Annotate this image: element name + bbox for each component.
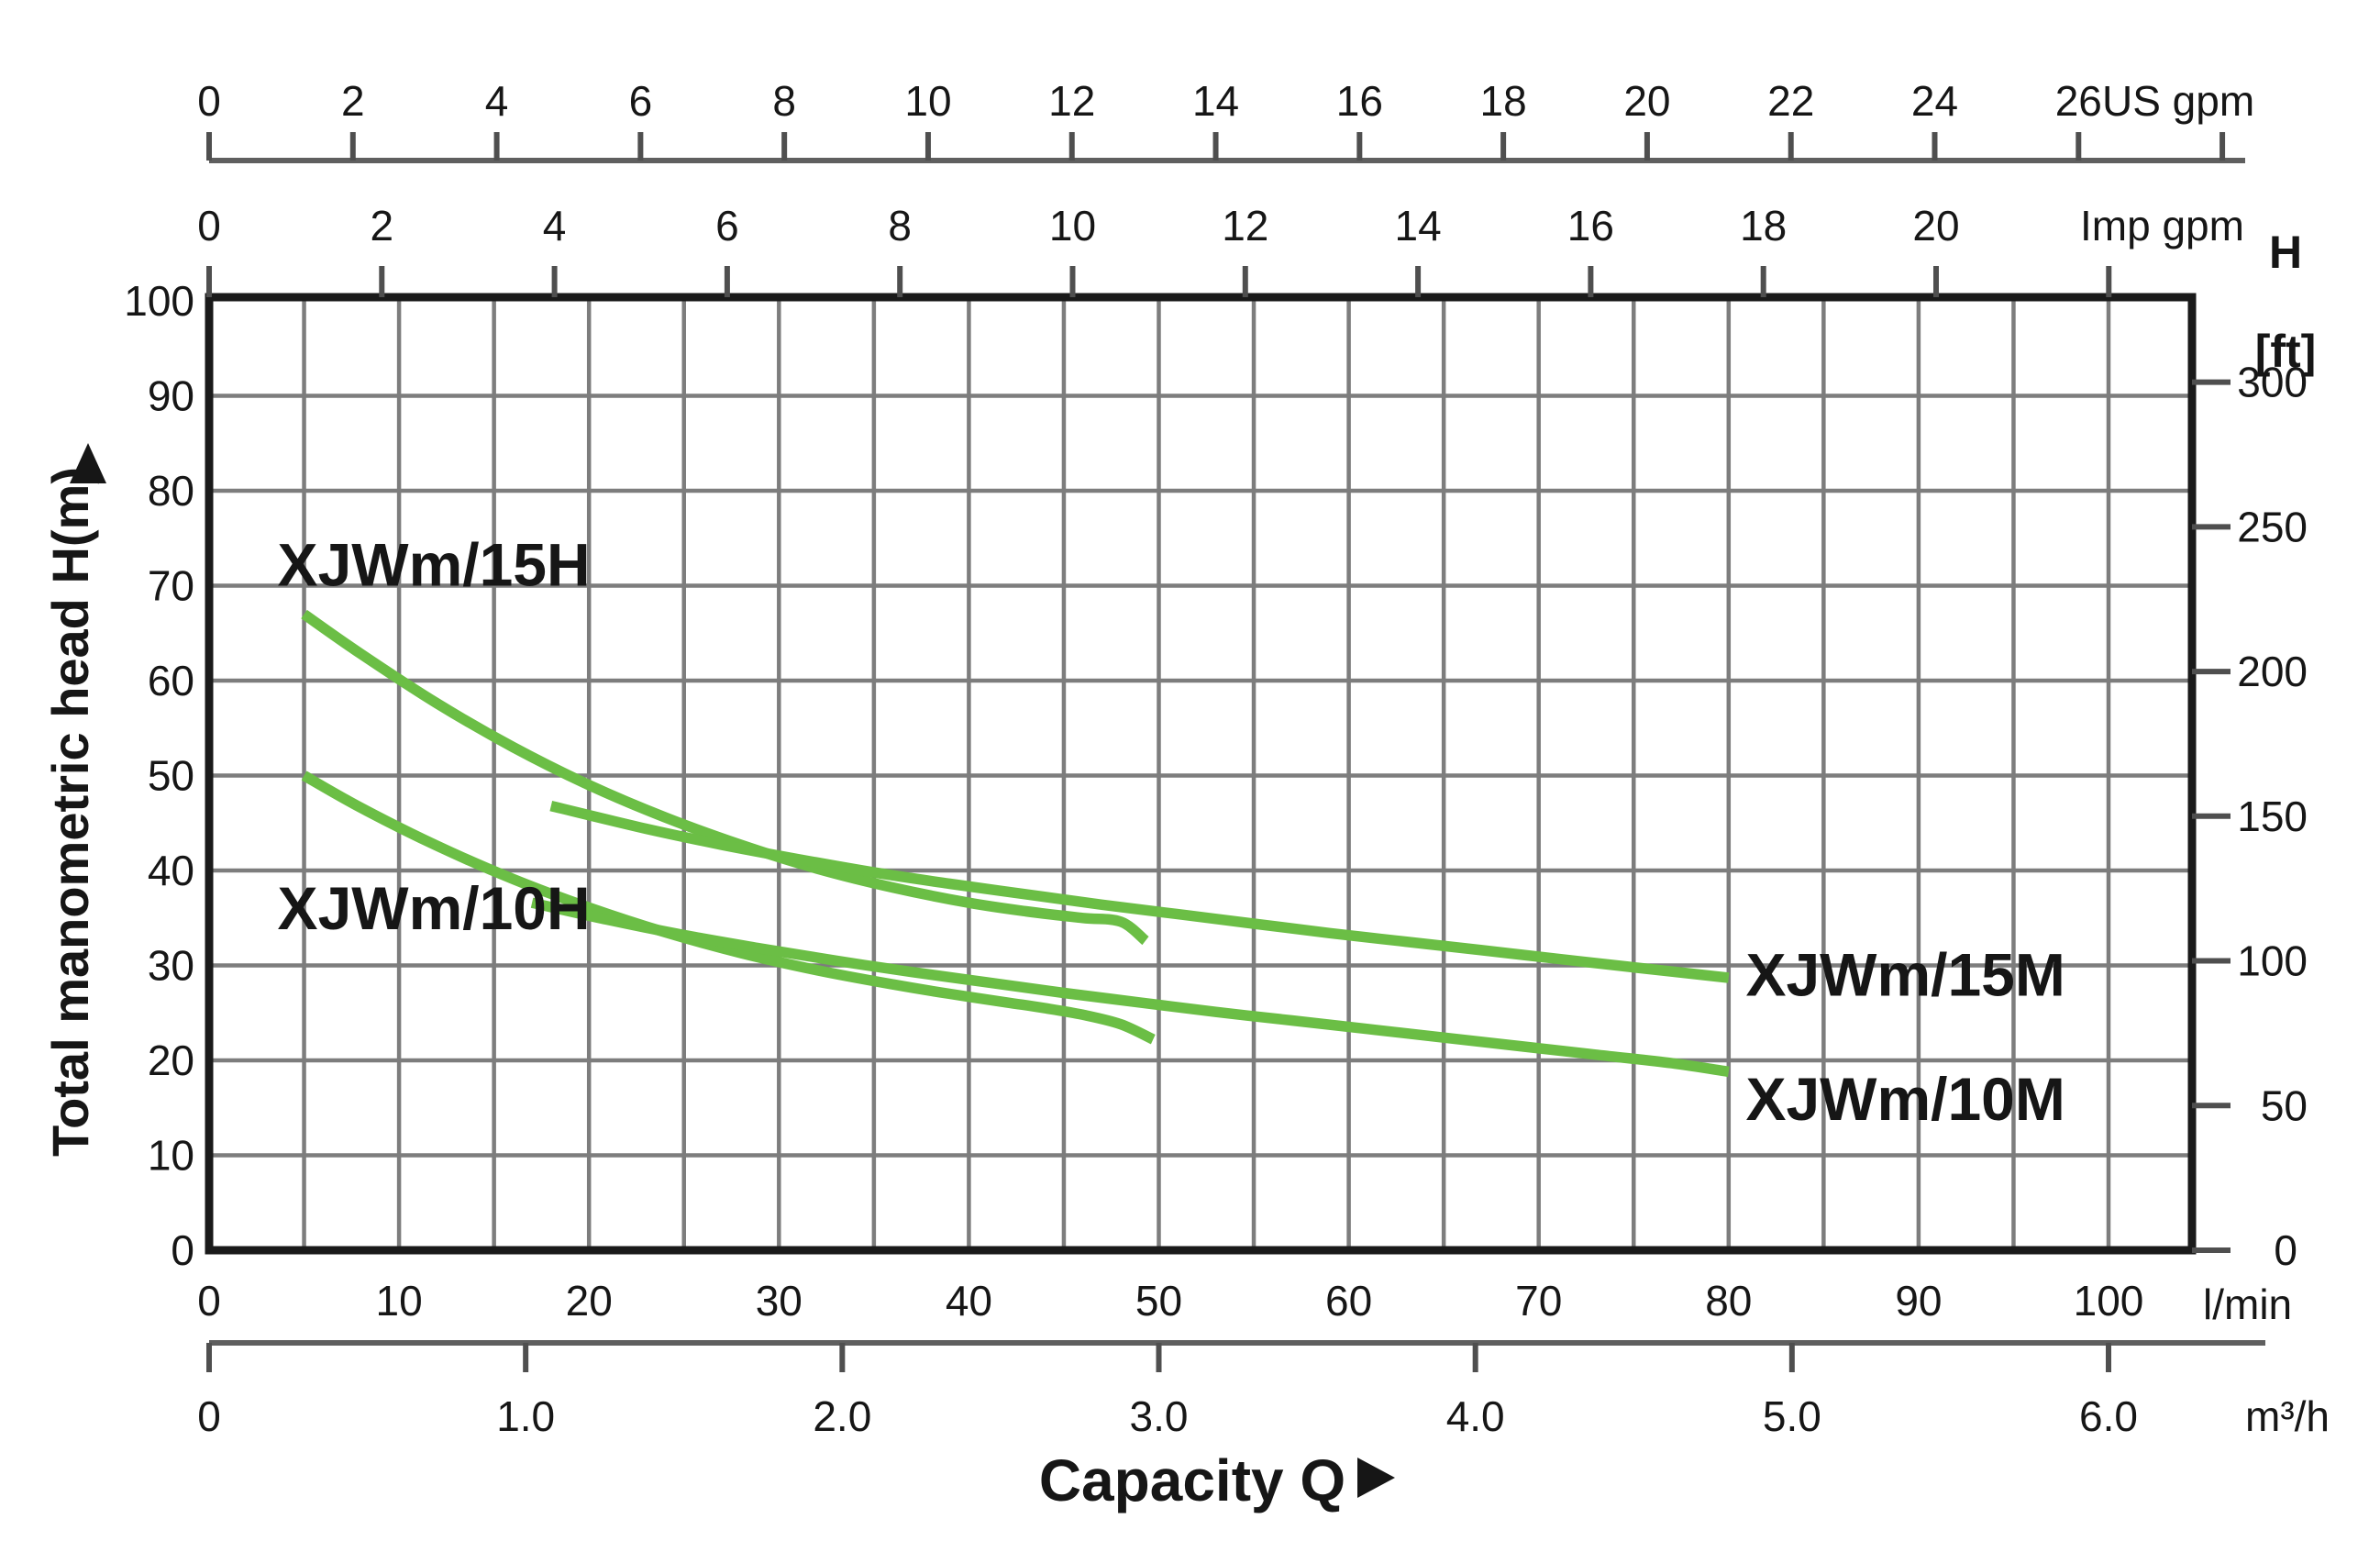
- curve-xjwm-15m: [549, 801, 1730, 983]
- head-ft-tick-label: 100: [2237, 937, 2308, 985]
- us-gpm-tick-label: 22: [1767, 77, 1814, 125]
- imp-gpm-tick-label: 8: [888, 202, 912, 249]
- head-ft-tick-label: 50: [2261, 1081, 2308, 1129]
- us-gpm-tick-label: 6: [629, 77, 653, 125]
- y-axis-title-text: Total manometric head H(m): [41, 467, 99, 1157]
- up-arrow-icon: [70, 443, 106, 483]
- lmin-tick-label: 0: [197, 1277, 221, 1325]
- y-axis-title: Total manometric head H(m): [41, 443, 106, 1157]
- head-m-tick-label: 10: [148, 1132, 194, 1180]
- curve-xjwm-10m: [530, 897, 1730, 1078]
- x-axis-title-text: Capacity Q: [1039, 1447, 1345, 1513]
- head-ft-tick-label: 250: [2237, 503, 2308, 550]
- imp-gpm-tick-label: 16: [1567, 202, 1614, 249]
- lmin-tick-label: 40: [946, 1277, 992, 1325]
- head-m-axis: 0 10 20 30 40 50 60 70 80 90 100: [124, 277, 194, 1274]
- m3h-tick-label: 3.0: [1130, 1392, 1189, 1440]
- head-m-tick-label: 20: [148, 1037, 194, 1084]
- lmin-axis: 0 10 20 30 40 50 60 70 80 90 100 l/min: [197, 1277, 2292, 1328]
- right-arrow-icon: [1357, 1458, 1395, 1498]
- imp-gpm-tick-label: 20: [1912, 202, 1959, 249]
- imp-gpm-axis: 0 2 4 6 8 10 12 14 16 18 20 Imp gpm: [197, 202, 2244, 297]
- curve-label: XJWm/15M: [1745, 941, 2065, 1009]
- head-ft-tick-label: 200: [2237, 648, 2308, 695]
- lmin-tick-label: 80: [1705, 1277, 1752, 1325]
- curve-label: XJWm/10H: [278, 874, 591, 942]
- imp-gpm-tick-label: 10: [1049, 202, 1096, 249]
- m3h-tick-label: 6.0: [2079, 1392, 2138, 1440]
- imp-gpm-tick-label: 2: [371, 202, 394, 249]
- head-ft-title: H: [2269, 227, 2302, 278]
- us-gpm-tick-label: 24: [1911, 77, 1958, 125]
- imp-gpm-tick-label: 14: [1395, 202, 1442, 249]
- head-ft-tick-label: 300: [2237, 359, 2308, 406]
- head-m-tick-label: 0: [171, 1226, 194, 1274]
- m3h-tick-label: 4.0: [1446, 1392, 1505, 1440]
- imp-gpm-tick-label: 4: [543, 202, 567, 249]
- head-m-tick-label: 50: [148, 752, 194, 800]
- head-ft-axis: 50 100 150 200 250 300 0 H [ft]: [2192, 227, 2316, 1274]
- head-m-tick-label: 80: [148, 467, 194, 515]
- m3h-axis: 0 1.0 2.0 3.0 4.0 5.0 6.0 m³/h: [197, 1340, 2330, 1440]
- curve-labels: XJWm/15H XJWm/10H XJWm/15M XJWm/10M: [278, 531, 2065, 1134]
- head-ft-tick-label: 150: [2237, 793, 2308, 840]
- imp-gpm-tick-label: 0: [197, 202, 221, 249]
- grid: [209, 297, 2192, 1250]
- m3h-tick-label: 5.0: [1763, 1392, 1821, 1440]
- head-m-tick-label: 90: [148, 372, 194, 420]
- head-m-tick-label: 70: [148, 562, 194, 610]
- head-m-tick-label: 30: [148, 942, 194, 990]
- us-gpm-tick-label: 4: [485, 77, 509, 125]
- lmin-tick-label: 100: [2074, 1277, 2144, 1325]
- imp-gpm-tick-label: 18: [1740, 202, 1787, 249]
- head-m-tick-label: 40: [148, 847, 194, 894]
- us-gpm-tick-label: 14: [1192, 77, 1239, 125]
- m3h-tick-label: 0: [197, 1392, 221, 1440]
- lmin-tick-label: 50: [1135, 1277, 1182, 1325]
- lmin-tick-label: 90: [1895, 1277, 1942, 1325]
- curve-xjwm-10h: [301, 770, 1156, 1045]
- us-gpm-tick-label: 12: [1048, 77, 1095, 125]
- us-gpm-tick-label: 2: [341, 77, 365, 125]
- head-m-tick-label: 60: [148, 657, 194, 704]
- lmin-tick-label: 30: [756, 1277, 803, 1325]
- head-m-tick-label: 100: [124, 277, 194, 325]
- us-gpm-tick-label: 16: [1336, 77, 1383, 125]
- pump-curves: [301, 609, 1730, 1078]
- us-gpm-tick-label: 8: [772, 77, 796, 125]
- m3h-unit-label: m³/h: [2245, 1392, 2330, 1440]
- us-gpm-axis: 0 2 4 6 8 10 12 14 16 18 20 22 24 26 US gpm: [197, 77, 2254, 163]
- lmin-unit-label: l/min: [2203, 1280, 2292, 1328]
- us-gpm-tick-label: 0: [197, 77, 221, 125]
- us-gpm-tick-label: 18: [1480, 77, 1527, 125]
- us-gpm-unit-label: US gpm: [2102, 77, 2254, 125]
- us-gpm-tick-label: 26: [2055, 77, 2102, 125]
- plot-frame: [205, 293, 2197, 1255]
- curve-label: XJWm/15H: [278, 531, 591, 599]
- x-axis-title: Capacity Q: [1039, 1447, 1395, 1513]
- m3h-tick-label: 1.0: [496, 1392, 555, 1440]
- lmin-tick-label: 20: [566, 1277, 613, 1325]
- imp-gpm-unit-label: Imp gpm: [2080, 202, 2244, 249]
- us-gpm-tick-label: 10: [904, 77, 951, 125]
- curve-label: XJWm/10M: [1745, 1065, 2065, 1133]
- head-ft-title-unit: [ft]: [2255, 326, 2317, 377]
- lmin-tick-label: 70: [1515, 1277, 1562, 1325]
- head-ft-zero-label: 0: [2274, 1226, 2297, 1274]
- lmin-tick-label: 60: [1325, 1277, 1372, 1325]
- us-gpm-tick-label: 20: [1623, 77, 1670, 125]
- lmin-tick-label: 10: [376, 1277, 423, 1325]
- imp-gpm-tick-label: 12: [1222, 202, 1268, 249]
- m3h-tick-label: 2.0: [813, 1392, 871, 1440]
- imp-gpm-tick-label: 6: [715, 202, 739, 249]
